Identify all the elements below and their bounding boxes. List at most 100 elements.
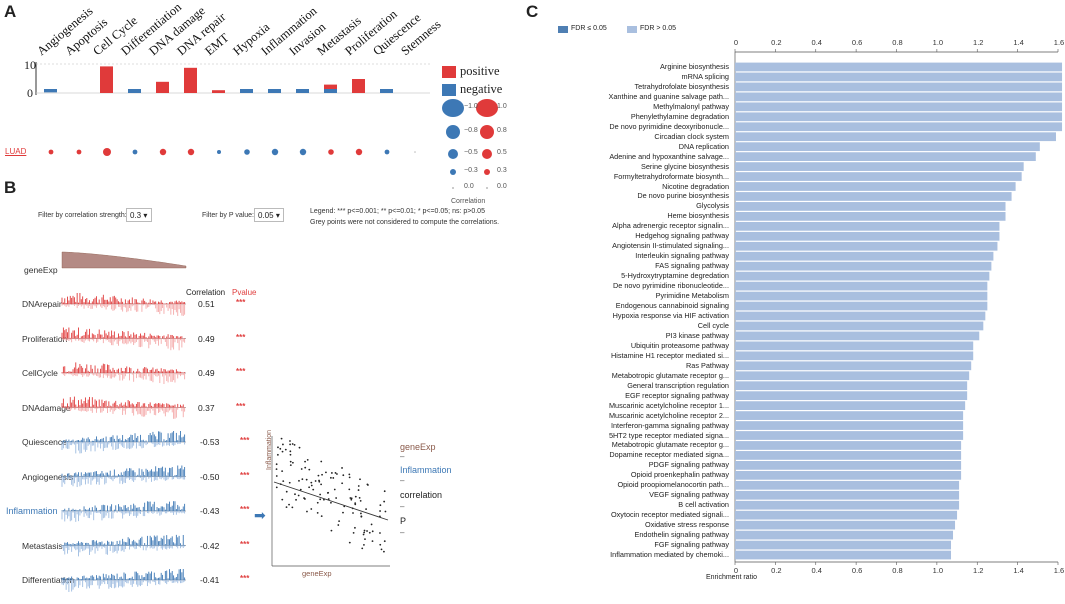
scatter-point (379, 504, 382, 507)
scatter-point (316, 501, 319, 504)
pathway-label: Muscarinic acetylcholine receptor 2... (608, 410, 729, 420)
enrichment-bar (735, 192, 1012, 201)
fdr-sig-swatch (558, 26, 568, 33)
luad-row-label[interactable]: LUAD (5, 147, 27, 156)
enrichment-bar (735, 441, 962, 450)
pathway-label: Endogenous cannabinoid signaling (615, 301, 729, 311)
pathway-label: Metabotropic glutamate receptor g... (611, 440, 729, 450)
size-legend-pos-label: 0.0 (497, 183, 507, 190)
scatter-point (363, 543, 365, 546)
scatter-point (341, 467, 343, 469)
scatter-point (368, 531, 371, 534)
scatter-point (365, 508, 367, 511)
pathway-label: FGF signaling pathway (654, 540, 729, 550)
enrichment-bar (735, 401, 966, 410)
scatter-point (276, 453, 279, 456)
positive-bar (352, 79, 365, 93)
pathway-label: Angiotensin II-stimulated signaling... (612, 241, 729, 251)
row-label-dnarepair: DNArepair (22, 299, 62, 309)
bottom-tick-label: 0.4 (811, 566, 822, 575)
negative-legend-swatch (442, 84, 456, 96)
bottom-tick-label: 0.6 (851, 566, 863, 575)
positive-legend-label: positive (460, 64, 500, 78)
enrichment-bar (735, 162, 1024, 171)
size-legend-neg-dot (446, 125, 460, 139)
scatter-point (362, 533, 365, 536)
scatter-point (282, 443, 284, 446)
pathway-label: Interferon-gamma signaling pathway (610, 420, 729, 430)
correlation-dot (76, 149, 82, 155)
enrichment-bar (735, 271, 990, 281)
scatter-point (334, 472, 337, 474)
positive-bar (212, 90, 225, 93)
chevron-down-icon: ▾ (275, 211, 280, 220)
filter-p-select[interactable]: 0.05 ▾ (254, 208, 284, 222)
enrichment-bar (735, 530, 954, 540)
corr-column-header: Correlation (186, 288, 226, 297)
scatter-point (291, 443, 294, 445)
pathway-label: Xanthine and guanine salvage path... (608, 91, 730, 101)
pathway-label: EGF receptor signaling pathway (625, 390, 729, 400)
negative-bar (268, 89, 281, 93)
scatter-point (303, 497, 305, 499)
negative-bar (380, 89, 393, 93)
scatter-point (354, 502, 357, 505)
pathway-label: Hypoxia response via HIF activation (612, 310, 729, 320)
pathway-label: FAS signaling pathway (655, 261, 729, 271)
scatter-point (321, 473, 323, 476)
bottom-tick-label: 1.4 (1013, 566, 1024, 575)
size-legend-pos-dot (482, 149, 492, 159)
bottom-tick-label: 0 (733, 566, 739, 575)
gene-expression-track (61, 251, 187, 269)
pathway-label: Oxytocin receptor mediated signali... (610, 510, 729, 520)
pathway-label: Hedgehog signaling pathway (635, 231, 729, 241)
scatter-point (371, 540, 374, 542)
scatter-point (317, 474, 320, 477)
scatter-point (380, 548, 383, 551)
top-tick-label: 0.6 (851, 38, 863, 47)
pathway-label: Heme biosynthesis (667, 211, 729, 221)
scatter-point (350, 498, 353, 501)
scatter-point (341, 482, 344, 485)
scatter-point (383, 540, 386, 543)
scatter-point (357, 485, 360, 487)
scatter-tip-dash4: – (400, 528, 405, 537)
size-legend-neg-dot (450, 169, 456, 175)
scatter-point (293, 443, 296, 446)
scatter-point (357, 489, 360, 491)
scatter-point (360, 512, 362, 515)
scatter-point (352, 512, 354, 514)
top-tick-label: 1.6 (1053, 38, 1065, 47)
scatter-point (308, 486, 311, 489)
bottom-tick-label: 0.8 (892, 566, 903, 575)
pathway-label: mRNA splicing (681, 71, 729, 81)
size-legend-pos-dot (484, 169, 490, 175)
pathway-label: Ras Pathway (686, 360, 729, 370)
row-correlation: 0.49 (198, 368, 215, 378)
correlation-dot (414, 151, 416, 153)
scatter-point (294, 493, 296, 496)
scatter-point (326, 492, 329, 494)
scatter-point (359, 478, 361, 481)
scatter-point (297, 494, 300, 497)
scatter-point (289, 460, 292, 463)
panel-b-legend-line2: Grey points were not considered to compu… (310, 219, 500, 226)
correlation-dot (48, 149, 54, 155)
scatter-point (348, 541, 351, 544)
pathway-label: Interleukin signaling pathway (635, 251, 729, 261)
filter-corr-select[interactable]: 0.3 ▾ (126, 208, 152, 222)
pathway-label: Metabotropic glutamate receptor g... (611, 370, 729, 380)
fdr-sig-label: FDR ≤ 0.05 (571, 25, 607, 32)
scatter-point (383, 550, 385, 553)
scatter-tip-dash1: – (400, 452, 405, 461)
size-legend-neg-dot (442, 99, 464, 117)
enrichment-bar (735, 321, 984, 331)
pathway-label: De novo pyrimidine deoxyribonucle... (609, 121, 729, 131)
correlation-dot (299, 148, 307, 156)
pathway-label: Dopamine receptor mediated signa... (609, 450, 729, 460)
scatter-point (316, 511, 319, 514)
pathway-label: Tetrahydrofolate biosynthesis (634, 81, 729, 91)
pathway-label: Opioid proenkephalin pathway (630, 470, 729, 480)
pathway-label: Muscarinic acetylcholine receptor 1... (608, 400, 729, 410)
